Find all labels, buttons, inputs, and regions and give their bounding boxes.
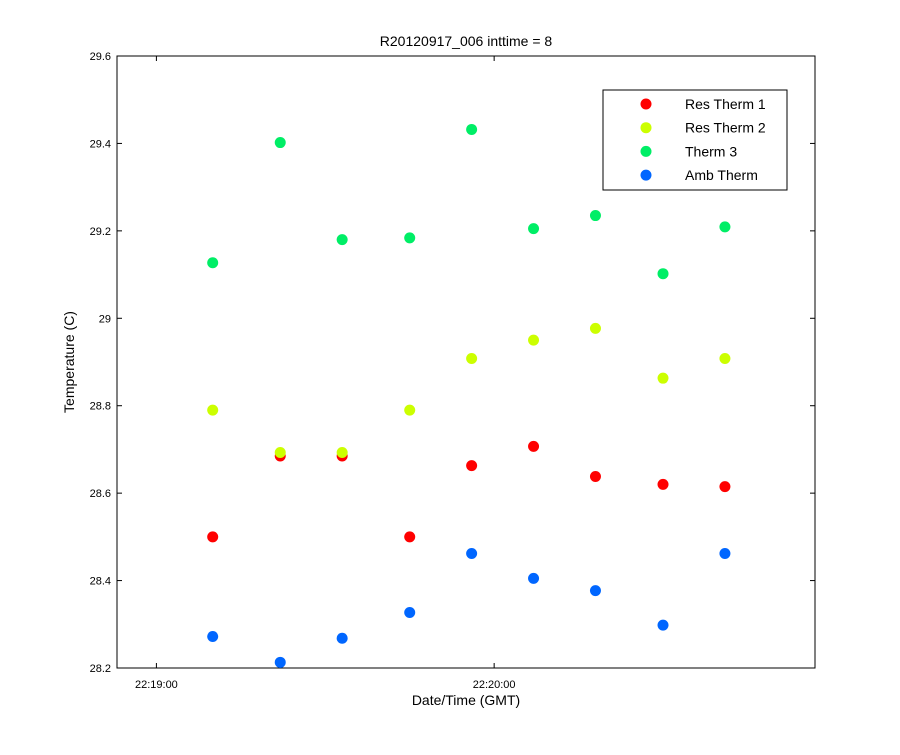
data-point-amb-therm (336, 632, 348, 644)
legend: Res Therm 1 Res Therm 2 Therm 3 Amb Therm (602, 89, 788, 191)
data-point-res-therm-2 (528, 334, 540, 346)
data-point-amb-therm (274, 656, 286, 668)
data-point-res-therm-1 (657, 478, 669, 490)
y-tick-label: 28.2 (90, 663, 111, 675)
data-point-therm-3 (719, 221, 731, 233)
legend-marker (640, 169, 652, 181)
data-point-therm-3 (528, 223, 540, 235)
data-point-amb-therm (589, 585, 601, 597)
legend-box (602, 89, 788, 191)
data-point-res-therm-2 (719, 353, 731, 365)
data-point-res-therm-1 (404, 531, 416, 543)
legend-marker (640, 145, 652, 157)
data-point-therm-3 (657, 268, 669, 280)
chart-title: R20120917_006 inttime = 8 (380, 33, 553, 49)
data-point-amb-therm (404, 606, 416, 618)
y-tick-label: 28.4 (90, 576, 111, 588)
data-point-res-therm-2 (404, 404, 416, 416)
legend-label: Res Therm 1 (685, 96, 766, 112)
data-point-amb-therm (657, 619, 669, 631)
y-tick-label: 29 (99, 313, 111, 325)
data-point-res-therm-2 (657, 372, 669, 384)
data-point-therm-3 (589, 210, 601, 222)
data-point-amb-therm (719, 547, 731, 559)
data-point-res-therm-2 (207, 404, 219, 416)
data-point-therm-3 (207, 257, 219, 269)
legend-label: Amb Therm (685, 167, 758, 183)
data-point-res-therm-1 (589, 471, 601, 483)
data-points (207, 123, 731, 668)
data-point-amb-therm (528, 572, 540, 584)
data-point-therm-3 (466, 123, 478, 135)
y-tick-label: 29.4 (90, 138, 111, 150)
data-point-res-therm-2 (466, 353, 478, 365)
data-point-res-therm-2 (336, 446, 348, 458)
data-point-therm-3 (404, 232, 416, 244)
y-tick-label: 28.8 (90, 401, 111, 413)
x-axis-label: Date/Time (GMT) (412, 692, 520, 708)
y-tick-label: 29.6 (90, 51, 111, 63)
data-point-therm-3 (274, 137, 286, 149)
legend-label: Therm 3 (685, 143, 737, 159)
legend-marker (640, 122, 652, 134)
data-point-amb-therm (466, 547, 478, 559)
data-point-res-therm-1 (719, 481, 731, 493)
data-point-therm-3 (336, 234, 348, 246)
x-tick-label: 22:19:00 (135, 679, 178, 691)
data-point-res-therm-2 (589, 322, 601, 334)
legend-marker (640, 98, 652, 110)
data-point-amb-therm (207, 631, 219, 643)
data-point-res-therm-1 (528, 440, 540, 452)
legend-label: Res Therm 2 (685, 120, 766, 136)
x-tick-label: 22:20:00 (473, 679, 516, 691)
data-point-res-therm-1 (466, 460, 478, 472)
y-axis-label: Temperature (C) (61, 311, 77, 413)
data-point-res-therm-2 (274, 446, 286, 458)
y-tick-label: 28.6 (90, 488, 111, 500)
y-tick-label: 29.2 (90, 226, 111, 238)
data-point-res-therm-1 (207, 531, 219, 543)
